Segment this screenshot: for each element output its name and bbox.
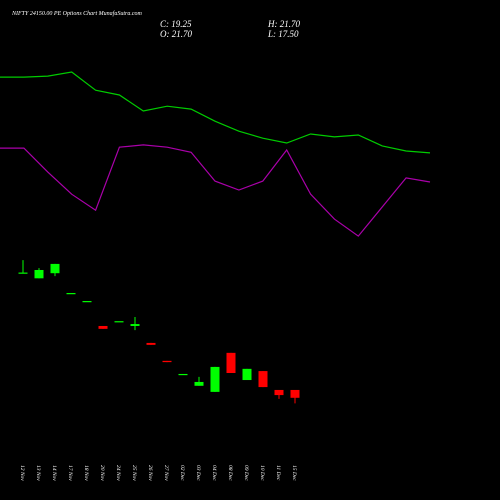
- x-tick-label: 09 Dec: [243, 465, 249, 481]
- x-tick-label: 26 Nov: [147, 465, 153, 481]
- candle-body: [194, 381, 204, 386]
- candle-body: [242, 368, 252, 381]
- candle-body: [290, 389, 300, 398]
- ohlc-close: C: 19.25: [160, 19, 192, 29]
- x-tick-label: 10 Dec: [259, 465, 265, 481]
- chart-title: NIFTY 24150.00 PE Options Chart MunafaSu…: [11, 10, 143, 17]
- candle-body: [98, 325, 108, 329]
- x-tick-label: 08 Dec: [227, 465, 233, 481]
- x-tick-label: 11 Dec: [275, 465, 281, 481]
- candle-body: [66, 293, 76, 295]
- x-tick-label: 18 Nov: [83, 465, 89, 481]
- x-tick-label: 03 Dec: [195, 465, 201, 481]
- x-tick-label: 25 Nov: [131, 465, 137, 481]
- candle-body: [50, 263, 60, 274]
- x-tick-label: 13 Nov: [35, 465, 41, 481]
- x-tick-label: 24 Nov: [115, 465, 122, 481]
- x-tick-label: 02 Dec: [179, 465, 185, 481]
- x-tick-label: 17 Nov: [67, 465, 73, 481]
- candle-body: [114, 321, 124, 323]
- x-tick-label: 04 Dec: [211, 465, 218, 481]
- ma-line: [0, 144, 431, 237]
- ohlc-open: O: 21.70: [160, 29, 192, 39]
- ohlc-low: L: 17.50: [267, 29, 299, 39]
- x-tick-label: 15 Dec: [291, 465, 297, 481]
- candle-body: [162, 360, 172, 363]
- x-tick-label: 27 Nov: [163, 465, 169, 481]
- candle-body: [34, 269, 44, 279]
- candle-body: [82, 301, 92, 303]
- candle-body: [146, 342, 156, 345]
- candle-body: [210, 366, 220, 392]
- candle-body: [258, 371, 268, 388]
- candle-body: [18, 272, 28, 274]
- candle-body: [130, 324, 140, 326]
- candle-body: [274, 389, 284, 396]
- x-tick-label: 12 Nov: [19, 465, 25, 481]
- x-tick-label: 20 Nov: [99, 465, 105, 481]
- x-tick-label: 14 Nov: [51, 465, 58, 481]
- candle-body: [178, 373, 188, 376]
- ma-line: [0, 71, 431, 154]
- ohlc-high: H: 21.70: [267, 19, 300, 29]
- candle-body: [226, 352, 236, 374]
